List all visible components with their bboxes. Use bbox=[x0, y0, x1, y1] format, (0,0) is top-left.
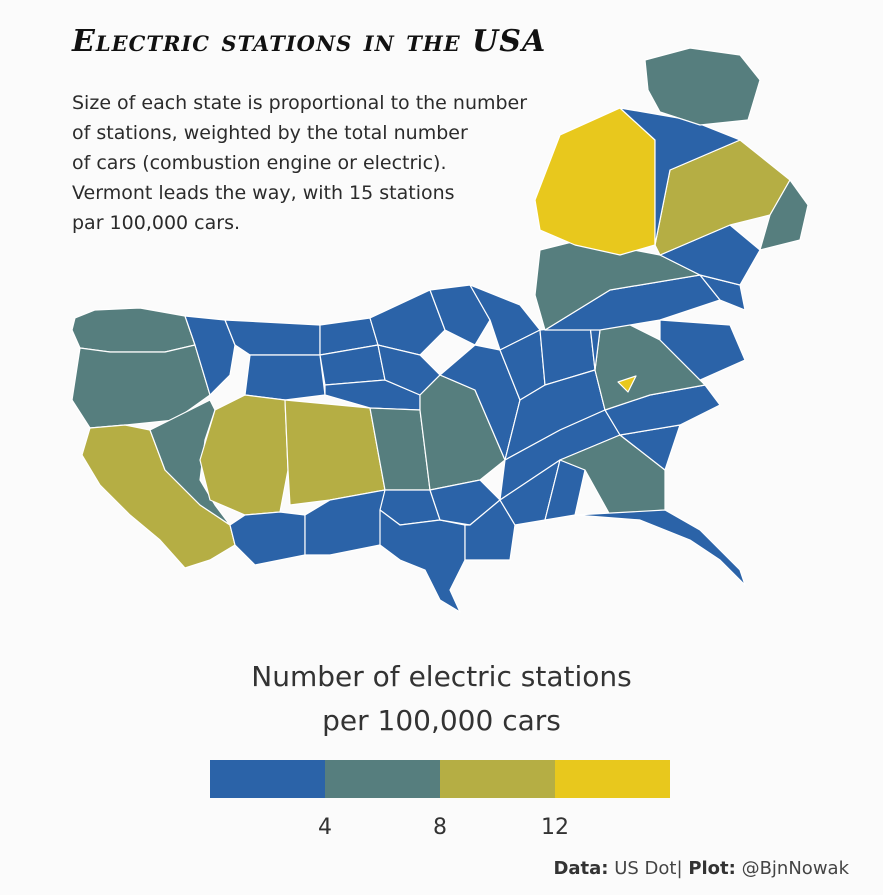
legend-swatch bbox=[440, 760, 555, 798]
caption-plot-label: Plot: bbox=[688, 858, 736, 879]
legend-swatch bbox=[555, 760, 670, 798]
state-nevada bbox=[149, 399, 231, 526]
legend-tick: 4 bbox=[318, 815, 332, 840]
state-arizona bbox=[229, 511, 306, 566]
legend-swatch bbox=[210, 760, 325, 798]
state-washington bbox=[71, 307, 196, 353]
state-maine bbox=[644, 47, 761, 126]
state-oregon bbox=[71, 344, 211, 429]
state-florida bbox=[574, 509, 746, 586]
caption-data-value: US Dot bbox=[614, 858, 677, 879]
state-montana bbox=[224, 319, 321, 356]
state-colorado bbox=[284, 399, 386, 506]
state-rhode-island bbox=[759, 179, 809, 251]
caption: Data: US Dot| Plot: @BjnNowak bbox=[553, 858, 849, 879]
cartogram-map bbox=[71, 47, 809, 613]
caption-data-label: Data: bbox=[553, 858, 609, 879]
map-subtitle: Size of each state is proportional to th… bbox=[72, 88, 612, 238]
legend-tick: 8 bbox=[433, 815, 447, 840]
legend-title-line: per 100,000 cars bbox=[322, 704, 561, 737]
caption-separator: | bbox=[676, 858, 683, 879]
state-maryland bbox=[659, 319, 746, 381]
legend-title: Number of electric stations per 100,000 … bbox=[0, 655, 883, 743]
legend-swatch bbox=[325, 760, 440, 798]
subtitle-line: Size of each state is proportional to th… bbox=[72, 92, 528, 114]
state-minnesota bbox=[369, 289, 446, 356]
subtitle-line: of cars (combustion engine or electric). bbox=[72, 152, 447, 174]
subtitle-line: par 100,000 cars. bbox=[72, 212, 241, 234]
legend-tick: 12 bbox=[541, 815, 569, 840]
state-dc bbox=[617, 375, 637, 393]
subtitle-line: Vermont leads the way, with 15 stations bbox=[72, 182, 455, 204]
state-vermont bbox=[534, 107, 656, 256]
map-title: Electric stations in the USA bbox=[72, 24, 547, 59]
caption-plot-value: @BjnNowak bbox=[741, 858, 849, 879]
legend-title-line: Number of electric stations bbox=[251, 660, 632, 693]
subtitle-line: of stations, weighted by the total numbe… bbox=[72, 122, 468, 144]
state-texas bbox=[379, 509, 466, 613]
state-wisconsin bbox=[429, 284, 491, 346]
state-wyoming bbox=[244, 354, 326, 401]
